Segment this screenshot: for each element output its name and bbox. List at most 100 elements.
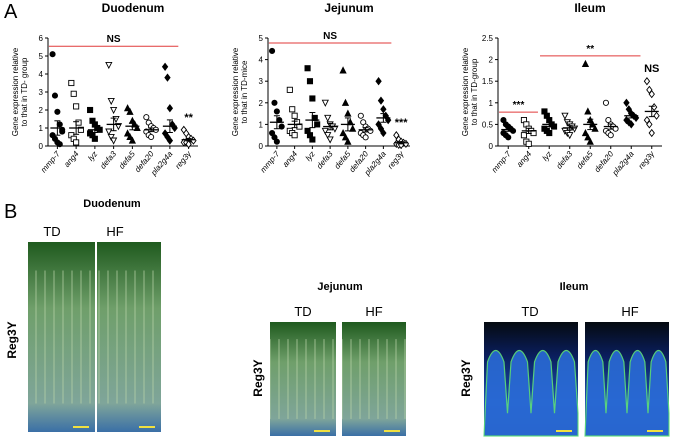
y-tick-label: 1 [489,99,494,108]
x-tick-label: pla2g4a [610,149,636,178]
y-tick-label: 3 [259,77,264,86]
data-point [59,128,66,135]
data-point [561,112,569,120]
y-tick-label: 1 [39,124,44,133]
x-tick-label: lyz [304,150,317,163]
data-point [625,118,633,127]
data-point [607,132,614,139]
data-point [581,128,590,137]
data-point [339,128,347,137]
data-point [357,112,364,119]
data-point [309,136,316,143]
micrograph-texture [342,339,406,419]
data-point [164,73,171,82]
image-label: TD [43,224,60,239]
data-point [643,77,651,86]
data-point [339,66,347,74]
data-point [653,111,660,120]
data-point [75,119,82,126]
y-axis-label: Gene expression relative [461,47,470,136]
data-point [648,128,655,138]
y-tick-label: 5 [39,52,44,61]
y-tick-label: 4 [39,70,44,79]
data-point [269,47,276,55]
data-point [126,132,134,141]
y-axis-label: to that in TD-mice [240,60,249,124]
chart-title: Jejunum [324,1,373,15]
data-point [289,106,296,113]
data-point [650,102,658,112]
data-point [377,96,385,105]
data-point [73,103,80,110]
data-point [91,135,98,142]
data-point [166,104,174,113]
x-tick-label: reg3γ [386,149,406,171]
data-point [326,136,334,144]
data-point [314,121,321,128]
data-point [161,62,169,71]
data-point [56,121,63,128]
micrograph-villi [584,349,670,437]
x-tick-label: defa3 [555,149,575,171]
y-tick-label: 2 [39,106,44,115]
image-label: HF [106,224,123,239]
data-point [344,137,352,145]
micrograph-texture [28,270,95,404]
data-point [278,123,285,130]
x-tick-label: mmp-7 [259,149,282,174]
significance-label: *** [395,117,409,129]
data-point [367,127,374,134]
x-tick-label: defa3 [315,149,335,171]
data-point [324,114,332,123]
data-point [341,98,350,106]
data-point [49,51,56,58]
data-point [128,136,137,144]
stain-label: Reg3Y [5,321,19,358]
y-tick-label: 0.5 [482,120,494,129]
y-axis-label: Gene expression relative [231,47,240,136]
data-point [271,99,278,106]
data-point [77,126,84,133]
y-tick-label: 4 [259,56,264,65]
x-tick-label: ang4 [515,149,534,169]
x-tick-label: mmp-7 [490,149,513,174]
y-tick-label: 0 [259,142,264,151]
y-axis-label: Gene expression relative [11,47,20,136]
x-tick-label: lyz [86,150,99,163]
significance-label: NS [644,63,659,75]
data-point [309,95,316,102]
y-axis-label: to that in TD-group [470,58,479,125]
x-tick-label: lyz [541,150,554,163]
micrograph-texture [97,270,161,404]
data-point [648,90,655,99]
data-point [68,79,75,87]
data-point [375,77,382,86]
data-point [148,133,155,141]
data-point [105,61,113,70]
data-point [546,129,553,137]
data-point [628,120,635,129]
data-point [185,140,192,149]
data-point [273,138,280,145]
data-point [362,134,369,141]
data-point [581,59,590,67]
data-point [380,128,387,138]
y-tick-label: 6 [39,34,44,43]
data-point [73,139,80,146]
data-point [105,128,113,136]
significance-label: NS [323,31,337,42]
data-point [306,78,314,85]
y-tick-label: 1.5 [482,77,494,86]
data-point [109,106,118,115]
data-point [143,114,150,121]
y-tick-label: 1 [259,120,264,129]
x-tick-label: reg3γ [637,149,657,171]
panel-label: B [4,201,17,223]
y-tick-label: 2 [259,99,264,108]
image-label: HF [365,304,382,319]
data-point [107,97,115,106]
stain-label: Reg3Y [251,359,265,396]
data-point [321,99,329,107]
significance-label: ** [184,112,193,124]
